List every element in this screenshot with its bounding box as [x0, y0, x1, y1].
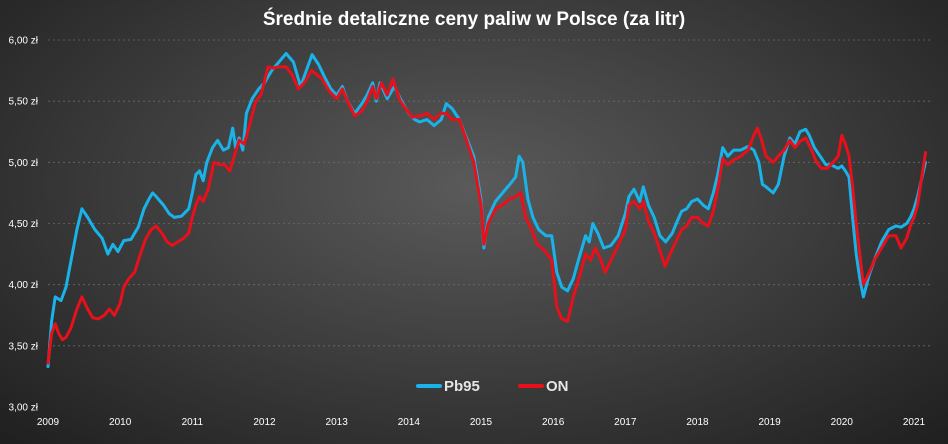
- gridlines: [48, 40, 932, 346]
- x-tick-label: 2010: [109, 417, 132, 428]
- x-tick-label: 2020: [831, 417, 854, 428]
- legend-label: Pb95: [444, 378, 480, 395]
- x-tick-label: 2012: [253, 417, 276, 428]
- x-tick-label: 2014: [398, 417, 421, 428]
- x-tick-label: 2015: [470, 417, 493, 428]
- x-tick-label: 2016: [542, 417, 565, 428]
- series-line-pb95: [48, 54, 926, 367]
- y-axis: 3,00 zł 3,50 zł 4,00 zł 4,50 zł 5,00 zł 5,50 …: [9, 36, 39, 414]
- y-tick-label: 6,00 zł: [9, 36, 39, 47]
- y-tick-label: 5,50 zł: [9, 97, 39, 108]
- y-tick-label: 4,50 zł: [9, 219, 39, 230]
- y-tick-label: 3,00 zł: [9, 403, 39, 414]
- series-lines: [48, 54, 926, 367]
- x-tick-label: 2013: [326, 417, 349, 428]
- x-tick-label: 2018: [686, 417, 709, 428]
- x-axis: 2009 2010 2011 2012 2013 2014 2015 2016 2017 2018…: [37, 417, 926, 428]
- legend-label: ON: [546, 378, 569, 395]
- y-tick-label: 5,00 zł: [9, 158, 39, 169]
- y-tick-label: 4,00 zł: [9, 280, 39, 291]
- y-tick-label: 3,50 zł: [9, 341, 39, 352]
- legend: Pb95 ON: [418, 378, 569, 395]
- x-tick-label: 2017: [614, 417, 637, 428]
- x-tick-label: 2011: [182, 417, 204, 428]
- x-tick-label: 2019: [759, 417, 782, 428]
- series-line-on: [48, 67, 926, 363]
- x-tick-label: 2009: [37, 417, 60, 428]
- x-tick-label: 2021: [903, 417, 926, 428]
- chart-title: Średnie detaliczne ceny paliw w Polsce (…: [263, 8, 685, 30]
